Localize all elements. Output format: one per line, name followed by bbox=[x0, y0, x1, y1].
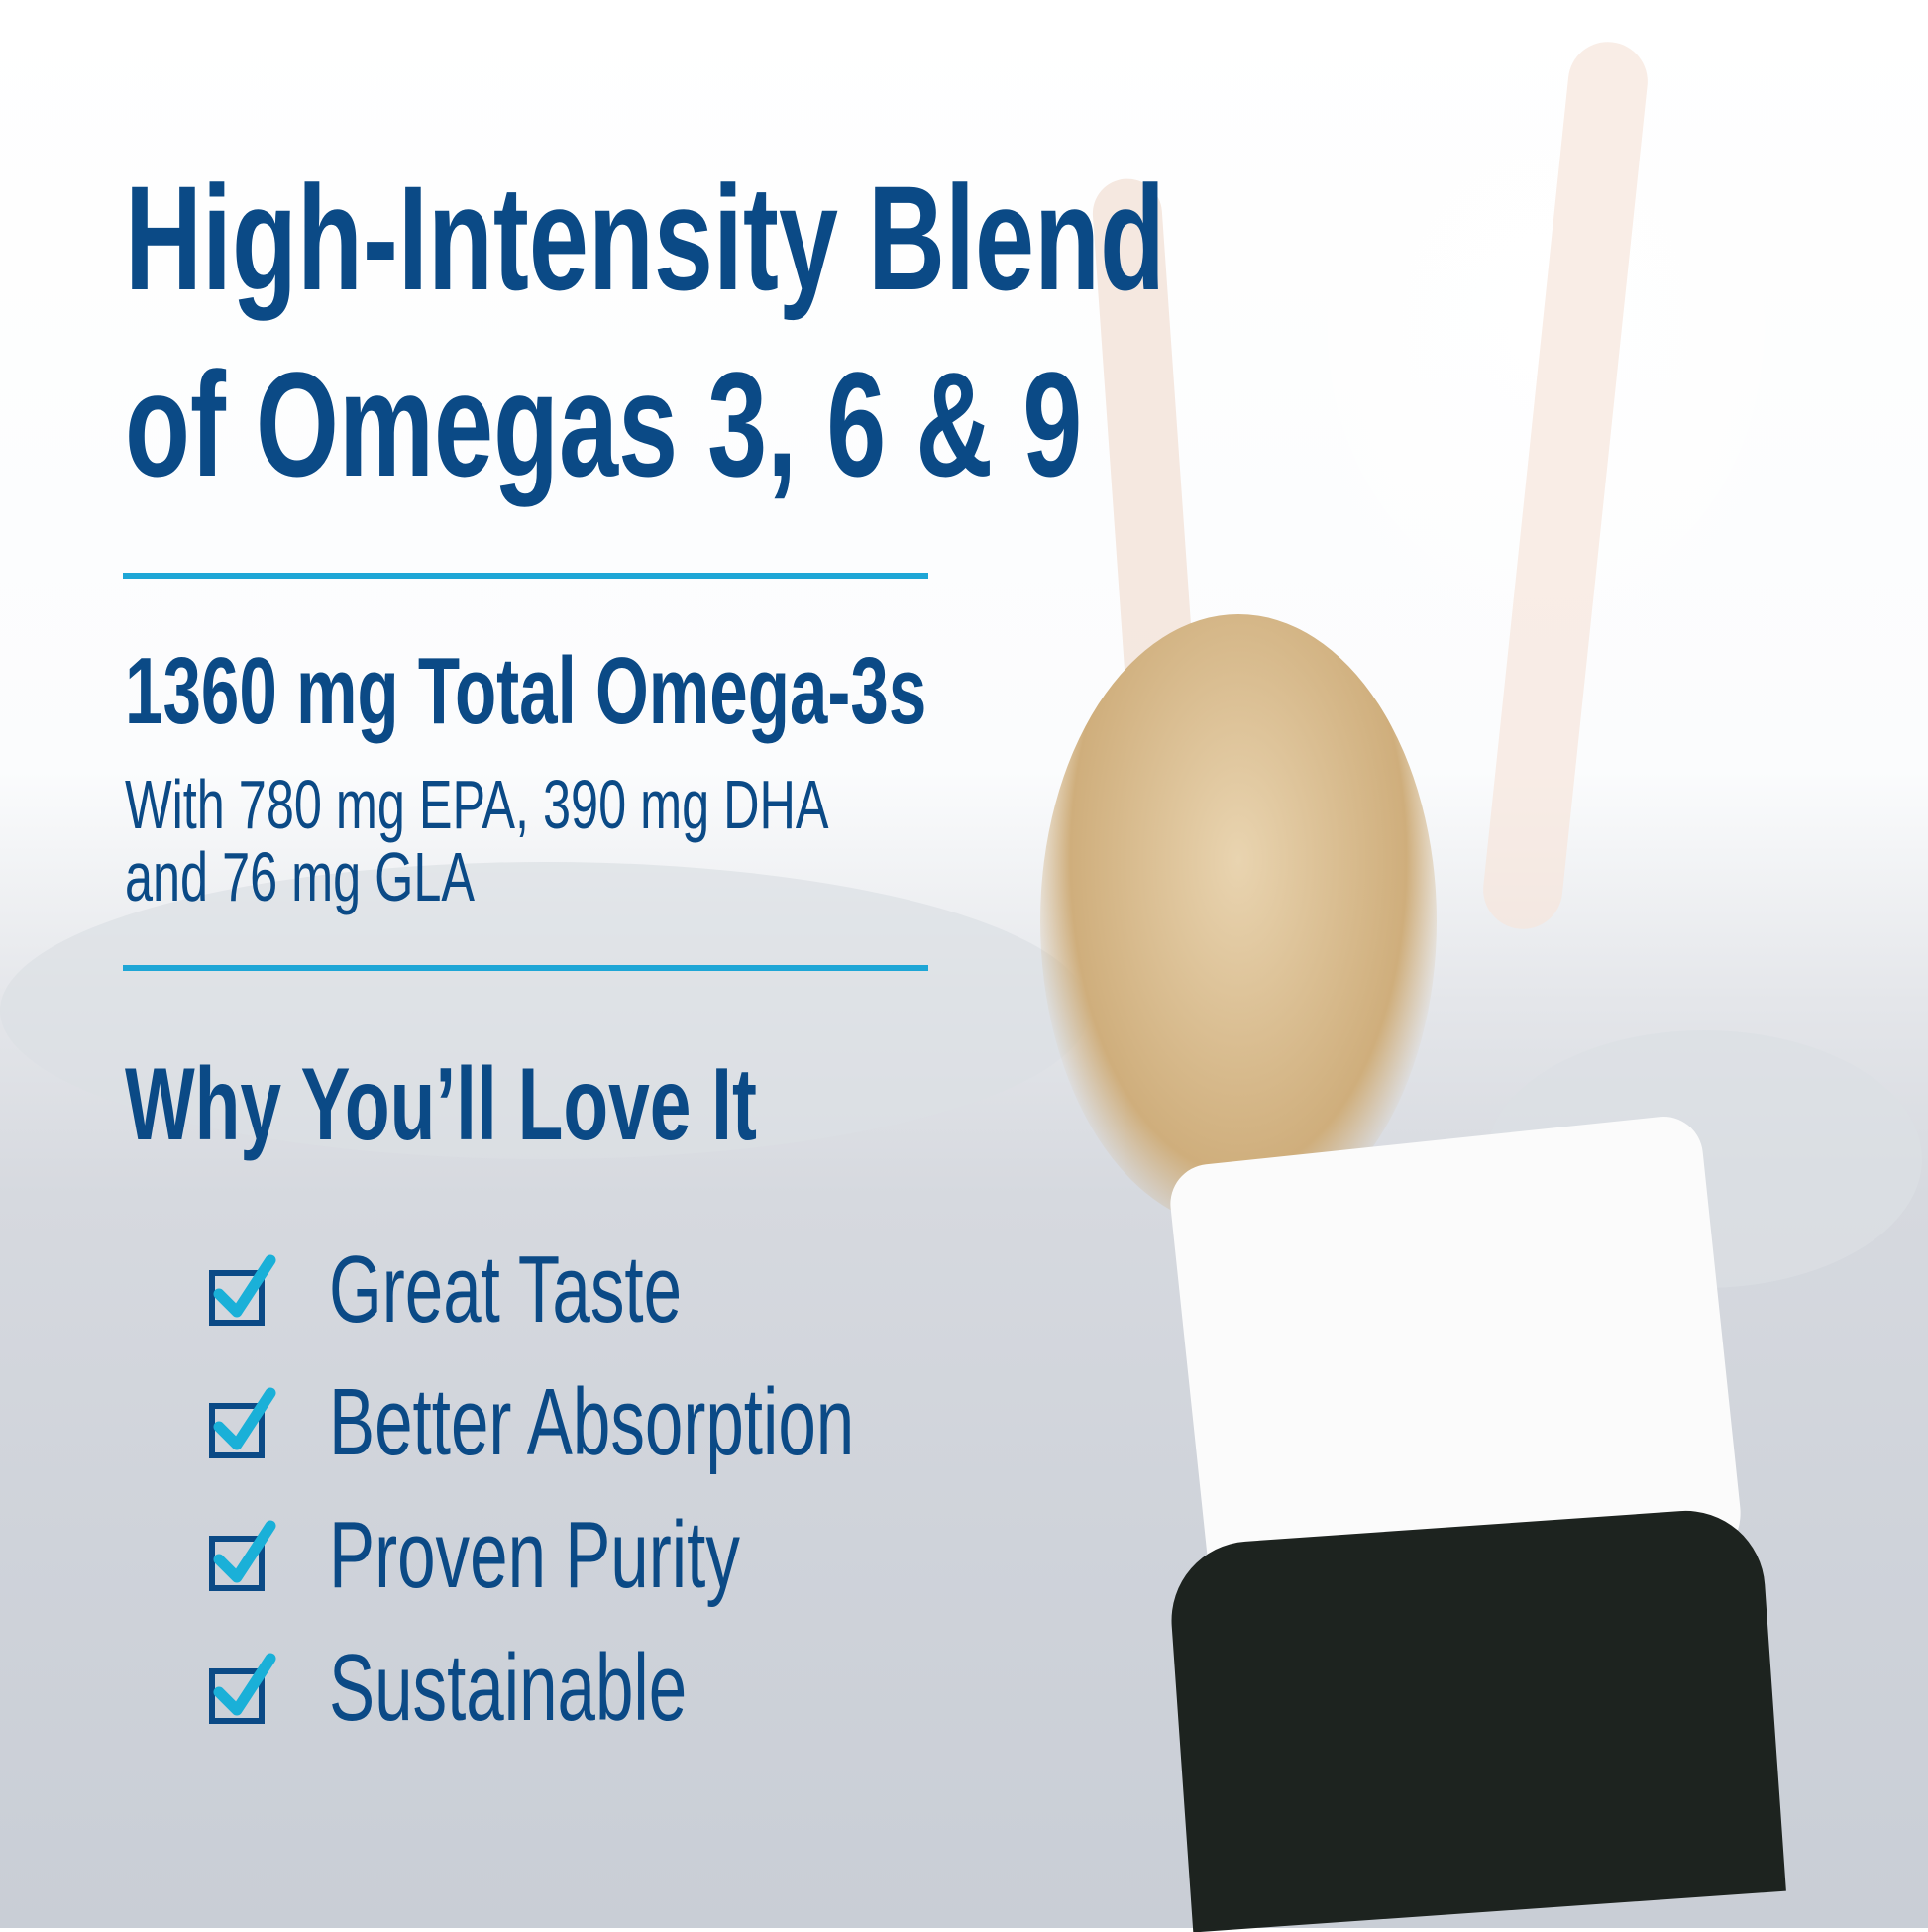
omega3-total: 1360 mg Total Omega-3s bbox=[125, 638, 927, 744]
checkbox-icon bbox=[209, 1403, 265, 1458]
headline-line-2: of Omegas 3, 6 & 9 bbox=[125, 341, 1083, 507]
benefits-title: Why You’ll Love It bbox=[125, 1047, 757, 1162]
divider bbox=[123, 573, 928, 579]
divider bbox=[123, 965, 928, 971]
checkbox-icon bbox=[209, 1536, 265, 1591]
checkmark-icon bbox=[213, 1653, 276, 1716]
omega3-detail-line-2: and 76 mg GLA bbox=[125, 838, 476, 915]
omega3-detail-line-1: With 780 mg EPA, 390 mg DHA bbox=[125, 766, 829, 843]
checkbox-icon bbox=[209, 1668, 265, 1724]
benefit-label: Sustainable bbox=[329, 1635, 688, 1741]
checkmark-icon bbox=[213, 1520, 276, 1583]
checkmark-icon bbox=[213, 1254, 276, 1318]
benefit-label: Proven Purity bbox=[329, 1502, 740, 1608]
checkbox-icon bbox=[209, 1270, 265, 1326]
benefit-label: Great Taste bbox=[329, 1236, 683, 1342]
headline-line-1: High-Intensity Blend bbox=[125, 155, 1165, 321]
benefit-label: Better Absorption bbox=[329, 1369, 855, 1475]
sand-dune bbox=[0, 862, 1090, 1159]
checkmark-icon bbox=[213, 1387, 276, 1450]
